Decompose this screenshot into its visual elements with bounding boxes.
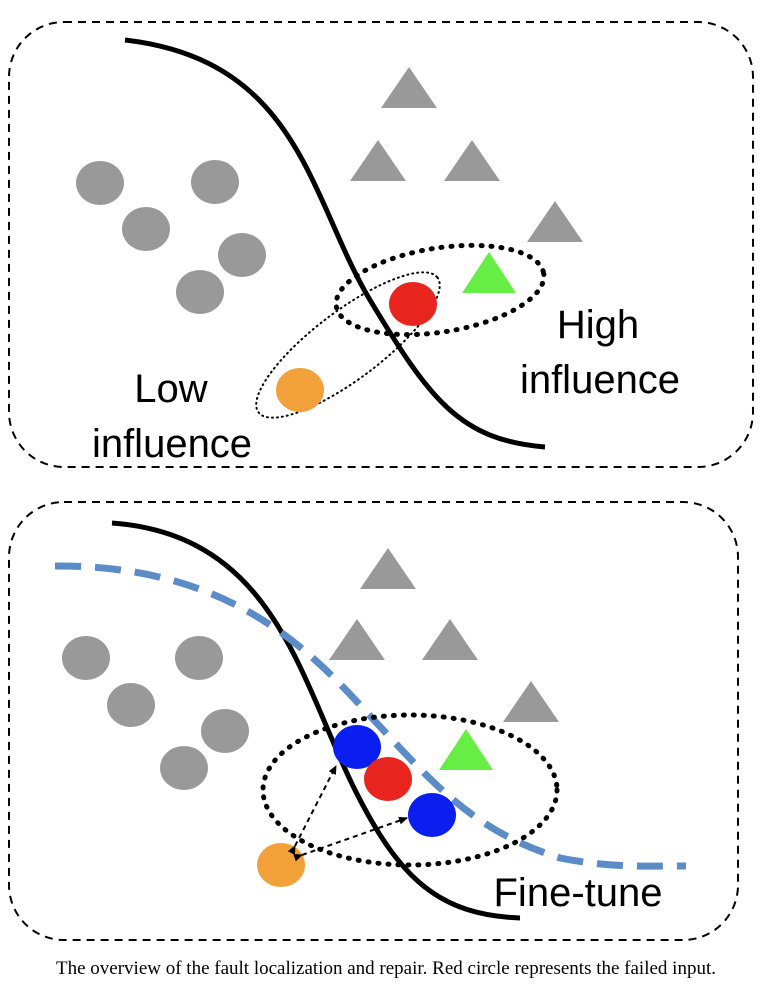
gray-circle bbox=[107, 683, 155, 727]
gray-circle bbox=[176, 270, 224, 314]
gray-circle bbox=[218, 233, 266, 277]
green-triangle bbox=[462, 252, 516, 293]
gray-triangle bbox=[381, 67, 437, 108]
gray-circle bbox=[191, 160, 239, 204]
gray-circle bbox=[160, 746, 208, 790]
top-panel: High influence Low influence bbox=[8, 21, 754, 468]
gray-triangle bbox=[503, 681, 559, 722]
arrow-orange-to-blue-lower bbox=[293, 816, 408, 862]
gray-triangle bbox=[527, 201, 583, 242]
gray-triangle bbox=[350, 140, 406, 181]
gray-triangle bbox=[422, 619, 478, 660]
arrow-orange-to-blue-upper bbox=[287, 765, 337, 855]
bottom-panel-frame bbox=[8, 501, 739, 941]
high-influence-label-line1: High bbox=[557, 303, 639, 347]
blue-circle bbox=[333, 725, 381, 769]
low-influence-label-line1: Low bbox=[134, 367, 207, 411]
top-panel-frame bbox=[8, 21, 754, 468]
top-gray-triangles bbox=[350, 67, 583, 242]
gray-triangle bbox=[329, 619, 385, 660]
bottom-gray-triangles bbox=[329, 548, 559, 722]
blue-circle bbox=[408, 793, 456, 837]
gray-circle bbox=[62, 636, 110, 680]
finetuned-decision-boundary bbox=[54, 562, 687, 870]
gray-circle bbox=[122, 207, 170, 251]
top-gray-circles bbox=[76, 160, 266, 314]
gray-circle bbox=[201, 709, 249, 753]
high-influence-region bbox=[333, 242, 547, 338]
orange-circle bbox=[276, 368, 324, 412]
gray-circle bbox=[76, 161, 124, 205]
finetune-region bbox=[260, 712, 560, 868]
top-decision-boundary bbox=[124, 37, 546, 450]
orange-circle bbox=[257, 843, 305, 887]
red-circle-failed-input bbox=[364, 757, 412, 801]
gray-triangle bbox=[444, 140, 500, 181]
gray-triangle bbox=[360, 548, 416, 589]
green-triangle bbox=[439, 729, 493, 770]
gray-circle bbox=[175, 636, 223, 680]
high-influence-label-line2: influence bbox=[520, 358, 680, 402]
low-influence-label-line2: influence bbox=[92, 422, 252, 466]
red-circle-failed-input bbox=[389, 282, 437, 326]
bottom-decision-boundary bbox=[111, 520, 521, 921]
finetune-label: Fine-tune bbox=[494, 871, 663, 915]
figure-caption: The overview of the fault localization a… bbox=[56, 958, 716, 979]
bottom-panel: Fine-tune bbox=[8, 501, 739, 941]
low-influence-region bbox=[255, 271, 441, 419]
bottom-gray-circles bbox=[62, 636, 249, 790]
